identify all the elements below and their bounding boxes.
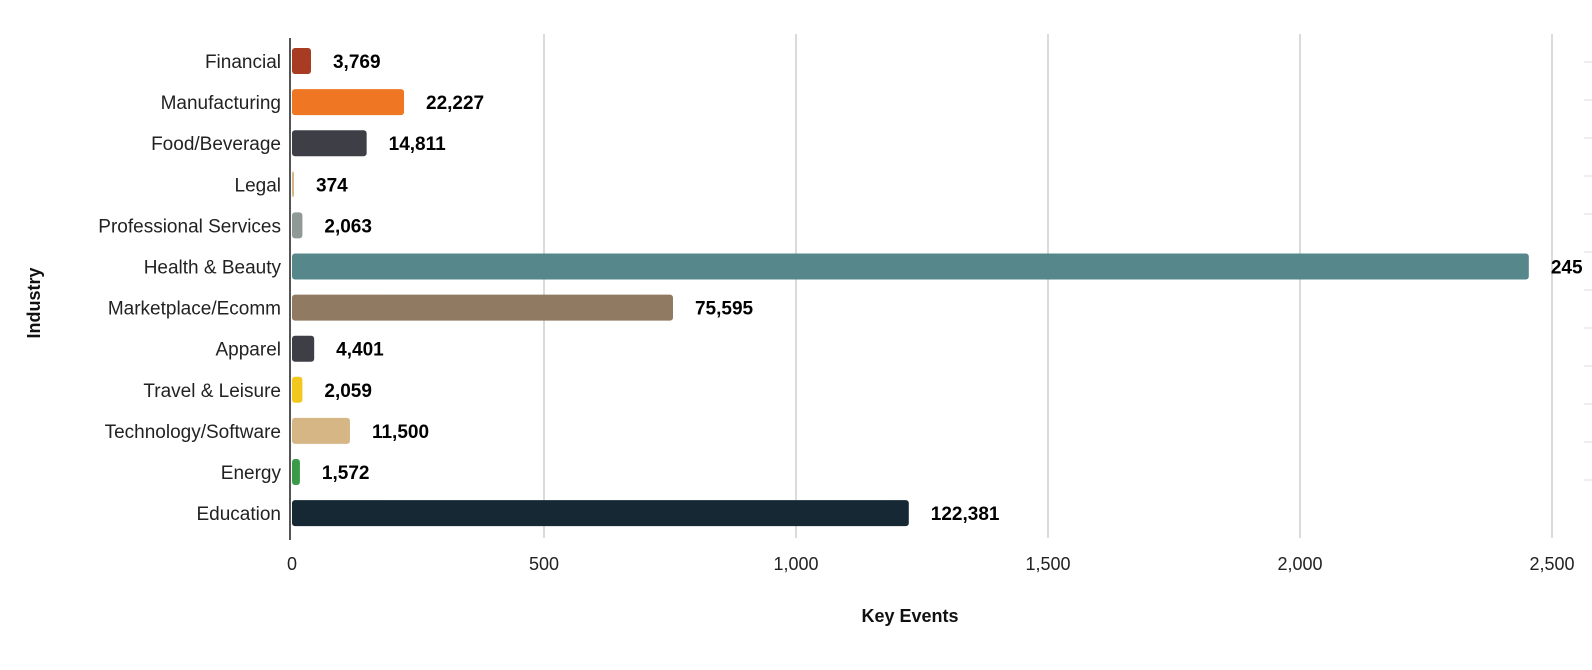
category-label: Marketplace/Ecomm	[108, 299, 281, 320]
category-label: Financial	[205, 52, 281, 73]
x-tick-label: 500	[529, 554, 559, 574]
category-label: Legal	[235, 175, 282, 196]
bar	[292, 48, 311, 74]
y-axis-title: Industry	[24, 267, 44, 338]
data-label: 374	[316, 175, 348, 196]
x-tick-label: 1,500	[1025, 554, 1070, 574]
data-label: 1,572	[322, 463, 370, 484]
bar	[292, 171, 294, 198]
x-tick-labels: 0 500 1,000 1,500 2,000 2,500	[287, 554, 1575, 574]
category-label: Energy	[221, 463, 282, 484]
category-label: Travel & Leisure	[143, 381, 281, 402]
data-label: 245	[1551, 258, 1583, 279]
grid-lines	[543, 34, 1553, 538]
data-label: 14,811	[389, 134, 446, 155]
data-label: 4,401	[336, 340, 384, 361]
bar	[292, 335, 315, 362]
category-label: Food/Beverage	[151, 134, 281, 155]
bar	[292, 417, 350, 444]
category-label: Education	[196, 504, 281, 525]
data-label: 75,595	[695, 299, 754, 320]
bar	[292, 212, 303, 239]
data-label: 3,769	[333, 52, 381, 73]
x-axis-title: Key Events	[861, 606, 958, 626]
data-labels: 3,769 22,227 14,811 374 2,063 245 75,595 4,401 2…	[316, 52, 1583, 525]
category-label: Professional Services	[98, 216, 281, 237]
data-label: 122,381	[931, 504, 1000, 525]
bar	[292, 376, 303, 403]
x-tick-label: 2,000	[1277, 554, 1322, 574]
bar	[292, 253, 1529, 280]
data-label: 22,227	[426, 93, 484, 114]
x-tick-label: 0	[287, 554, 297, 574]
category-label: Apparel	[216, 340, 282, 361]
bar	[292, 294, 673, 321]
x-tick-label: 2,500	[1529, 554, 1574, 574]
bars	[292, 48, 1529, 527]
category-label: Manufacturing	[161, 93, 281, 114]
data-label: 2,063	[324, 216, 372, 237]
bar	[292, 500, 909, 527]
bar	[292, 130, 367, 157]
x-tick-label: 1,000	[773, 554, 818, 574]
bar	[292, 459, 300, 485]
category-label: Technology/Software	[105, 422, 281, 443]
edge-tick-marks	[1584, 61, 1592, 481]
category-labels: Financial Manufacturing Food/Beverage Legal…	[98, 52, 281, 525]
data-label: 11,500	[372, 422, 429, 443]
data-label: 2,059	[324, 381, 372, 402]
category-label: Health & Beauty	[144, 258, 282, 279]
bar	[292, 89, 405, 116]
